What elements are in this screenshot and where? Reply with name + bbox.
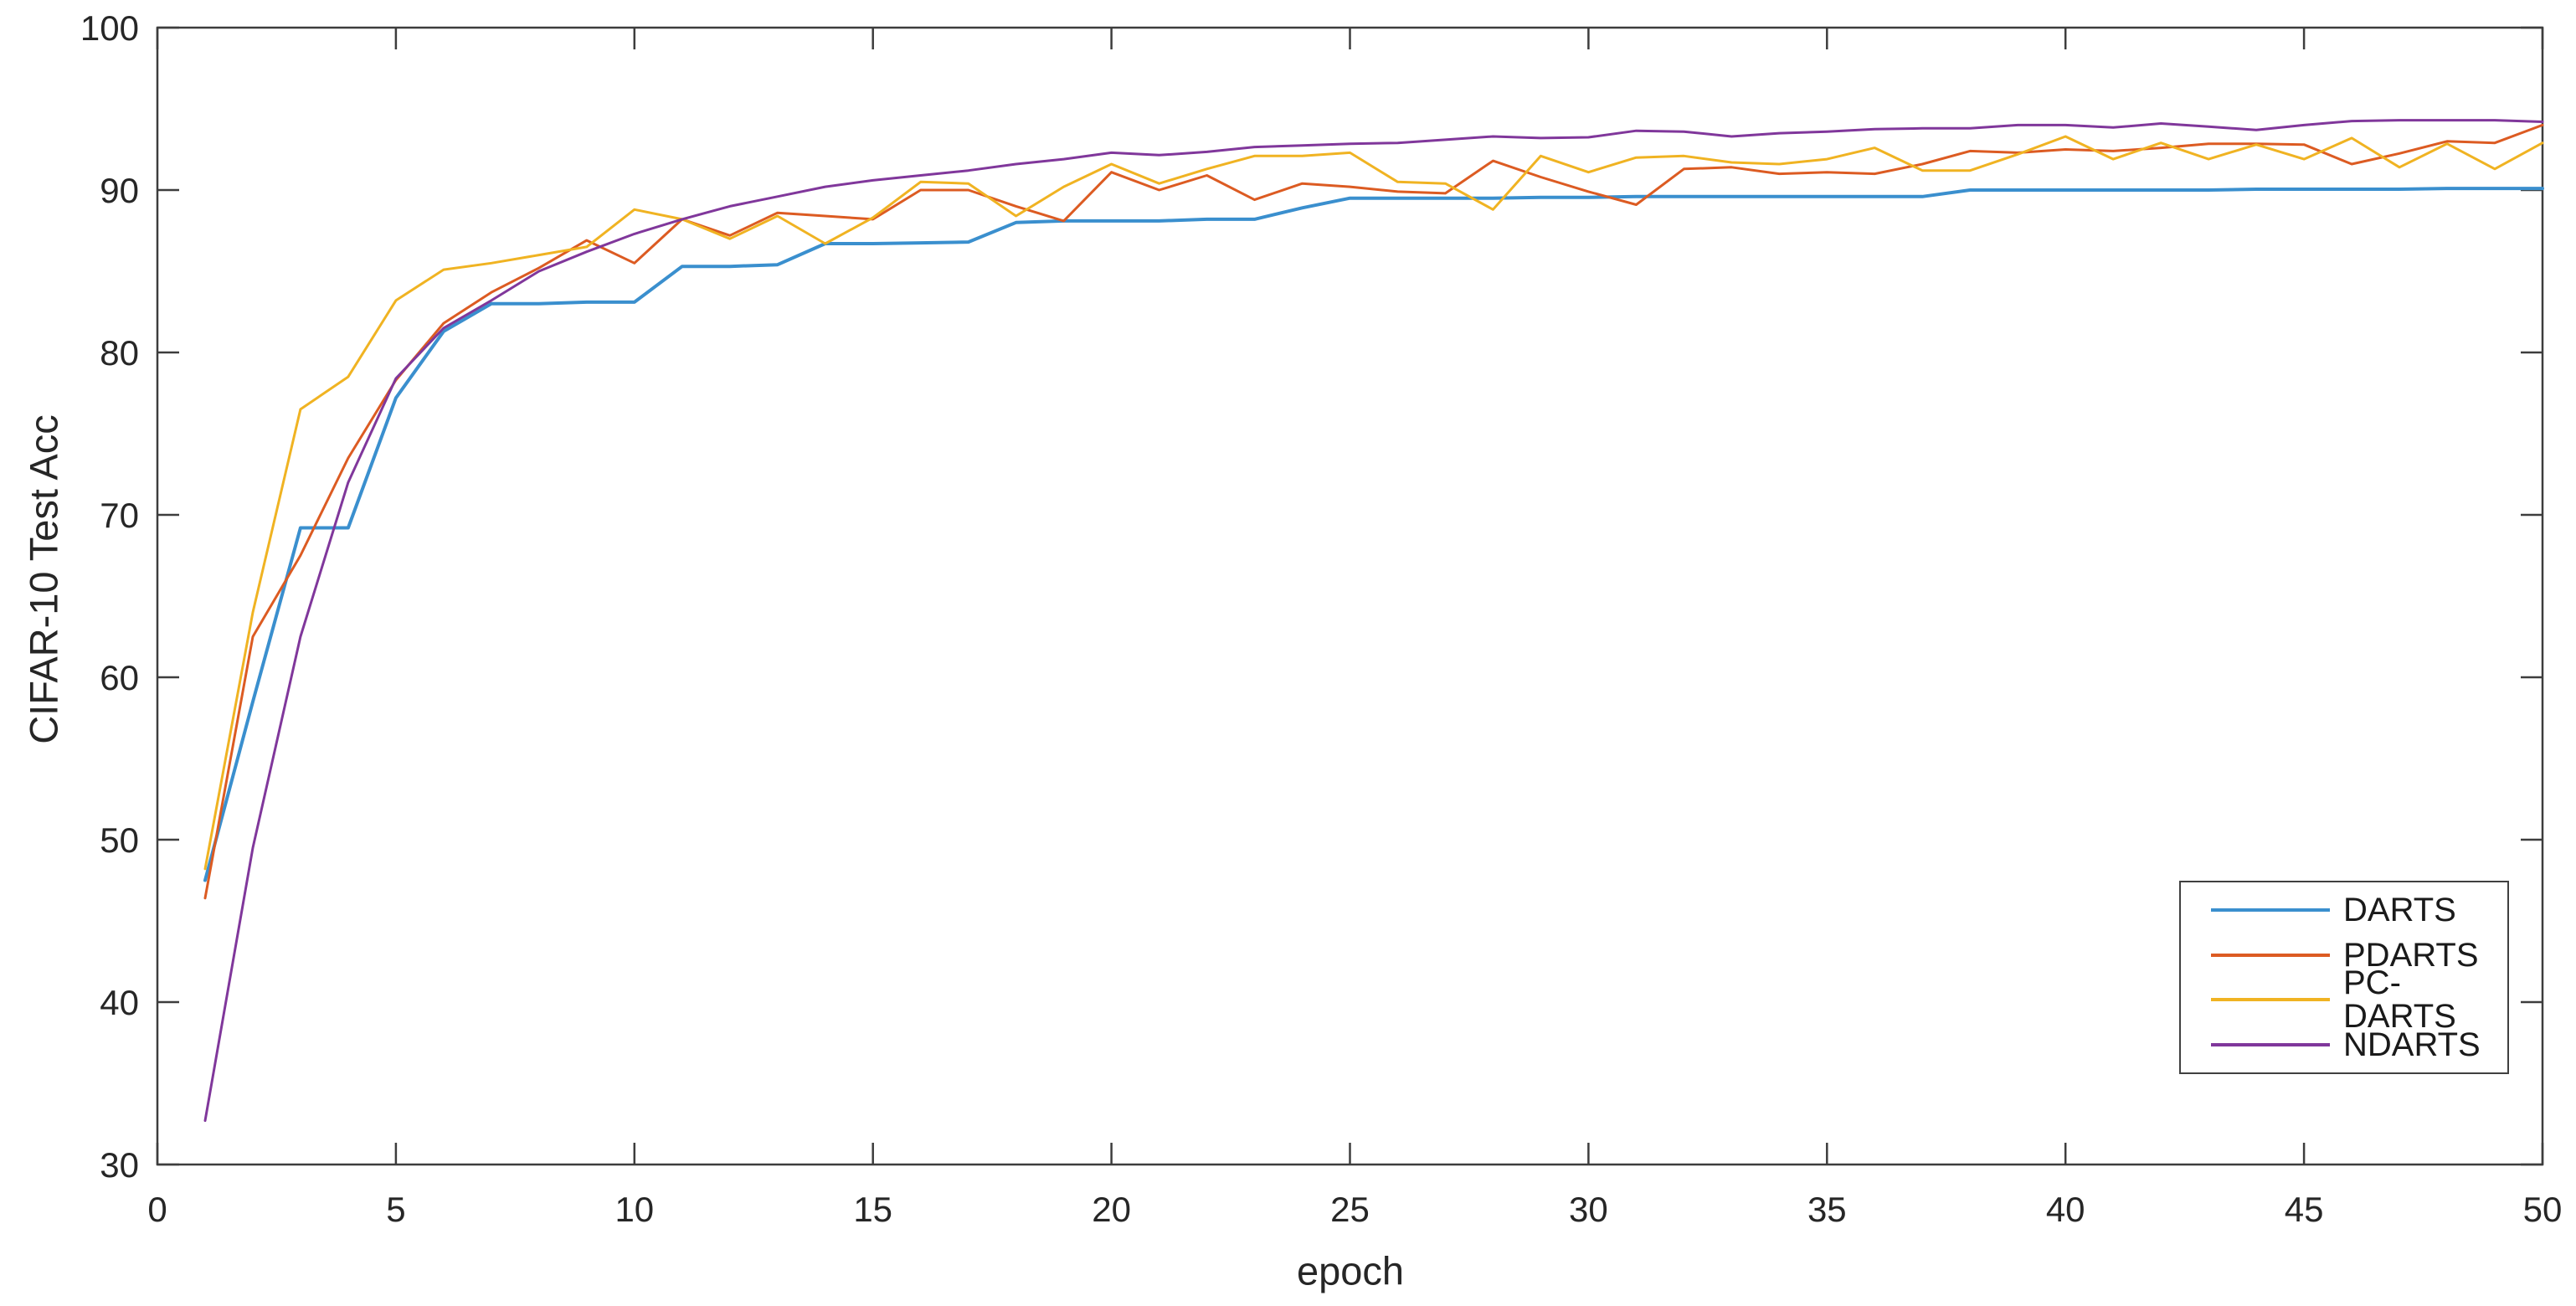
- y-tick-label: 90: [100, 171, 139, 210]
- legend-line-sample: [2211, 908, 2330, 912]
- legend-label: NDARTS: [2343, 1026, 2481, 1064]
- x-tick-label: 15: [853, 1190, 892, 1229]
- legend-label: PC-DARTS: [2343, 964, 2456, 1036]
- legend-item-pdarts: PDARTS: [2181, 933, 2507, 977]
- series-line-ndarts: [203, 119, 2544, 1123]
- x-tick-label: 10: [614, 1190, 654, 1229]
- x-tick-label: 25: [1330, 1190, 1370, 1229]
- legend-line-sample: [2211, 998, 2330, 1002]
- legend: DARTS PDARTS PC-DARTS NDARTS: [2179, 881, 2509, 1074]
- y-tick-label: 80: [100, 333, 139, 373]
- y-tick-label: 70: [100, 496, 139, 535]
- y-axis-label: CIFAR-10 Test Acc: [21, 414, 66, 744]
- y-tick-label: 100: [80, 8, 139, 48]
- legend-line-sample: [2211, 1043, 2330, 1047]
- x-tick-label: 5: [386, 1190, 405, 1229]
- x-axis-label: epoch: [1296, 1248, 1405, 1293]
- legend-label: DARTS: [2343, 891, 2456, 928]
- legend-label: PDARTS: [2343, 936, 2479, 974]
- legend-line-sample: [2211, 953, 2330, 957]
- y-tick-label: 40: [100, 983, 139, 1022]
- x-tick-label: 0: [147, 1190, 167, 1229]
- y-tick-label: 30: [100, 1145, 139, 1185]
- x-tick-label: 40: [2046, 1190, 2085, 1229]
- series-line-pdarts: [203, 123, 2544, 900]
- series-line-darts: [203, 187, 2544, 882]
- x-tick-label: 20: [1092, 1190, 1131, 1229]
- legend-item-ndarts: NDARTS: [2181, 1023, 2507, 1067]
- y-tick-label: 60: [100, 658, 139, 697]
- x-tick-label: 35: [1807, 1190, 1847, 1229]
- legend-item-darts: DARTS: [2181, 888, 2507, 932]
- x-tick-label: 45: [2285, 1190, 2324, 1229]
- legend-item-pc-darts: PC-DARTS: [2181, 966, 2507, 1033]
- y-tick-label: 50: [100, 820, 139, 860]
- x-tick-label: 30: [1569, 1190, 1608, 1229]
- series-line-pc-darts: [203, 135, 2544, 871]
- x-tick-label: 50: [2523, 1190, 2563, 1229]
